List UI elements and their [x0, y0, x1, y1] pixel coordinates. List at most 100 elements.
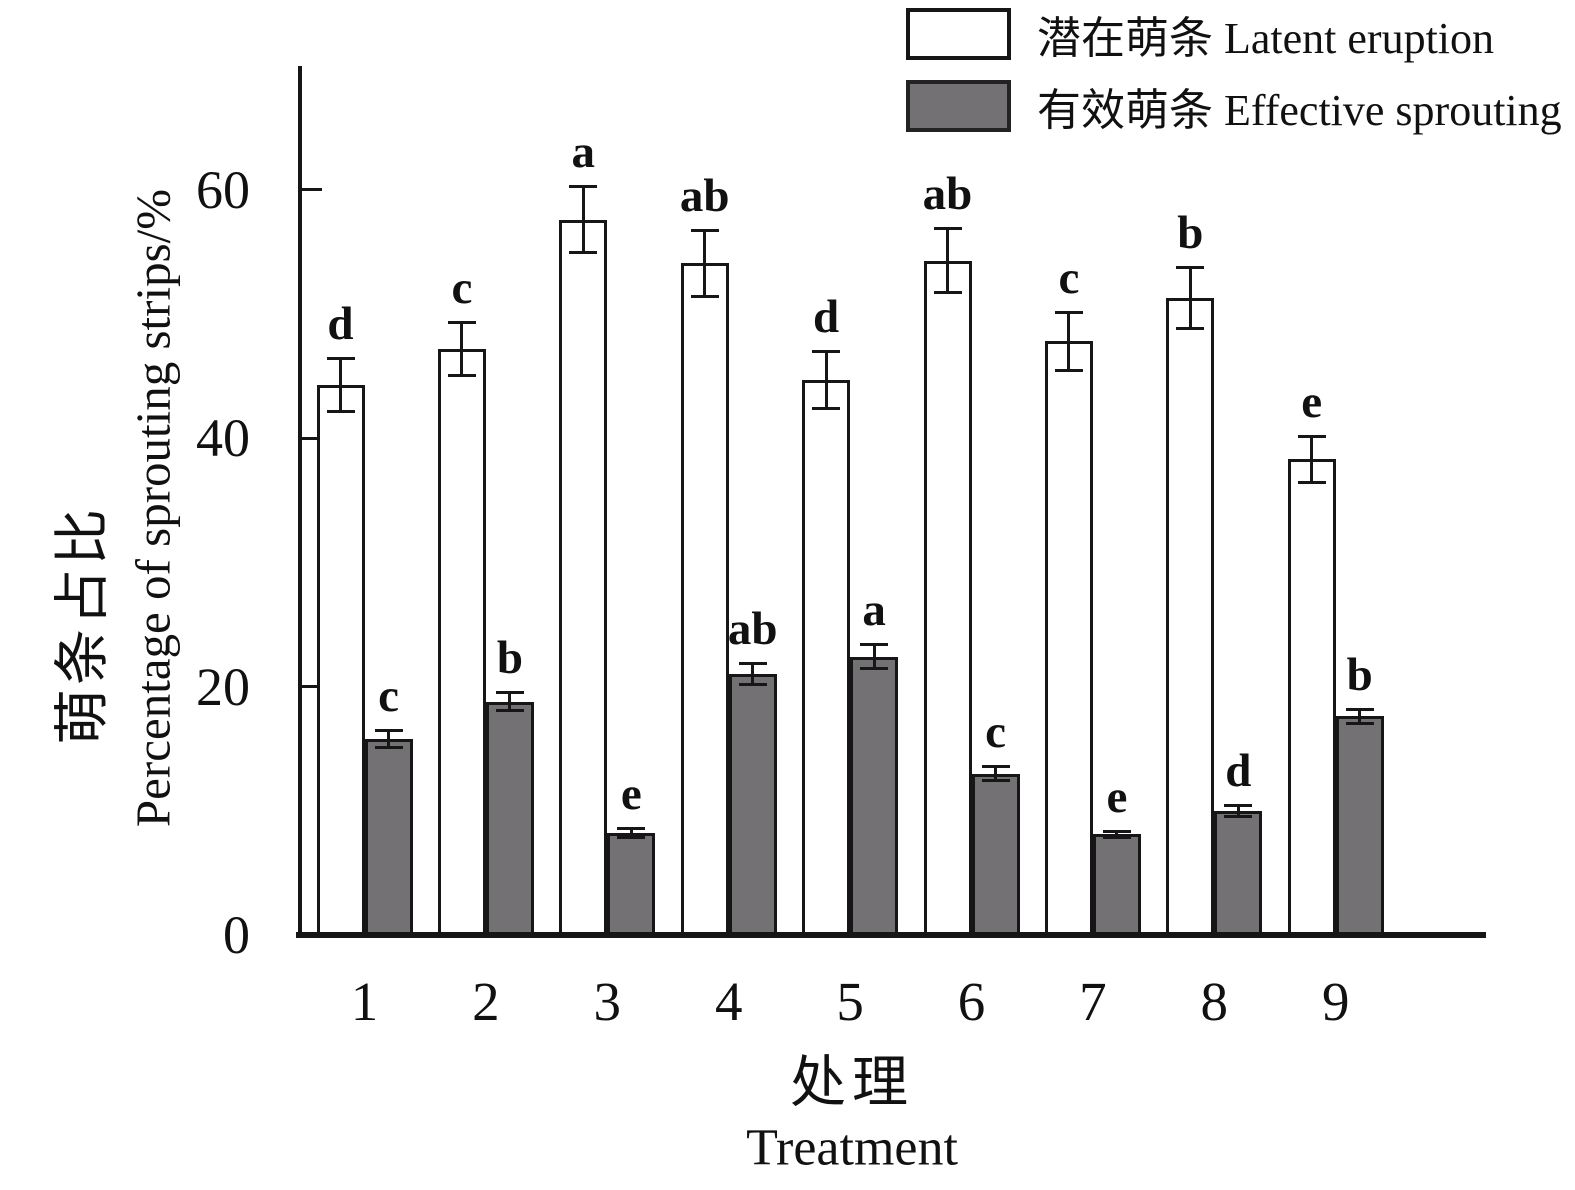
significance-letter-latent-3: a: [571, 126, 596, 179]
bar-effective-9: [1335, 716, 1384, 935]
significance-letter-effective-8: d: [1225, 744, 1252, 797]
y-axis-title-english: Percentage of sprouting strips/%: [125, 188, 181, 828]
bar-effective-6: [971, 773, 1020, 935]
error-bar-latent-1: [339, 357, 342, 413]
significance-letter-latent-8: b: [1177, 206, 1204, 259]
y-axis-title-chinese: 萌条占比: [52, 505, 115, 745]
error-cap-top-latent-3: [569, 185, 598, 189]
significance-letter-latent-5: d: [813, 291, 840, 344]
y-axis-tick-40: [302, 436, 322, 440]
error-cap-bottom-latent-3: [569, 251, 598, 255]
error-bar-latent-9: [1310, 435, 1314, 483]
significance-letter-effective-4: ab: [727, 603, 778, 656]
error-cap-top-effective-2: [495, 690, 524, 694]
error-cap-bottom-effective-7: [1102, 836, 1131, 840]
error-cap-bottom-latent-2: [447, 374, 476, 378]
x-tick-label-7: 7: [1079, 971, 1107, 1032]
error-bar-effective-2: [508, 691, 512, 712]
significance-letter-latent-1: d: [327, 297, 354, 350]
legend-label-latent-eruption: 潜在萌条 Latent eruption: [1037, 14, 1495, 63]
bar-latent-8: [1166, 298, 1215, 935]
error-cap-bottom-effective-4: [738, 683, 767, 687]
legend-swatch-effective-sprouting: [906, 80, 1011, 132]
error-bar-latent-6: [946, 228, 949, 294]
bar-latent-3: [559, 219, 608, 935]
significance-letter-effective-1: c: [378, 670, 399, 723]
y-tick-label-60: 60: [196, 159, 250, 220]
significance-letter-latent-9: e: [1301, 375, 1323, 428]
error-cap-bottom-latent-8: [1176, 327, 1205, 331]
error-bar-latent-2: [460, 321, 464, 377]
y-axis-tick-60: [302, 188, 322, 192]
bar-effective-5: [850, 656, 899, 935]
error-cap-bottom-latent-1: [326, 410, 355, 414]
error-cap-top-latent-8: [1176, 265, 1205, 269]
error-bar-effective-9: [1358, 709, 1362, 724]
error-cap-top-effective-3: [617, 827, 646, 831]
error-cap-bottom-latent-4: [690, 294, 719, 298]
error-cap-bottom-latent-9: [1297, 481, 1326, 485]
significance-letter-effective-7: e: [1106, 770, 1128, 823]
error-cap-top-latent-4: [690, 228, 719, 232]
y-axis-tick-20: [302, 685, 322, 689]
y-tick-label-0: 0: [223, 905, 250, 965]
bar-effective-3: [607, 833, 656, 935]
error-cap-bottom-latent-6: [933, 291, 962, 295]
legend-item-effective: 有效萌条 Effective sprouting: [906, 74, 1562, 138]
y-tick-label-40: 40: [196, 408, 250, 469]
bar-latent-1: [316, 384, 365, 935]
y-axis-line: [298, 66, 302, 937]
x-tick-label-6: 6: [957, 971, 986, 1032]
bar-effective-7: [1092, 834, 1141, 935]
x-axis-line: [296, 932, 1486, 938]
bar-latent-5: [802, 379, 851, 935]
error-cap-top-effective-4: [738, 662, 767, 666]
error-cap-top-latent-6: [933, 227, 962, 231]
error-cap-bottom-effective-1: [374, 745, 403, 749]
x-tick-label-1: 1: [350, 971, 379, 1032]
error-bar-latent-8: [1188, 266, 1192, 330]
bar-effective-4: [728, 674, 777, 935]
legend-swatch-latent-eruption: [906, 8, 1011, 60]
error-bar-effective-4: [751, 663, 755, 686]
x-axis-title-chinese: 处理: [790, 1052, 914, 1115]
error-cap-bottom-effective-6: [981, 779, 1010, 783]
error-cap-top-effective-5: [860, 643, 889, 647]
error-bar-latent-5: [824, 351, 828, 409]
legend-label-effective-sprouting: 有效萌条 Effective sprouting: [1037, 86, 1562, 135]
error-cap-top-effective-9: [1345, 708, 1374, 711]
error-cap-top-latent-7: [1054, 310, 1083, 314]
error-bar-effective-5: [872, 644, 876, 670]
error-cap-bottom-latent-5: [812, 406, 841, 410]
error-cap-top-effective-7: [1102, 829, 1131, 833]
error-bar-effective-3: [629, 828, 633, 839]
error-bar-effective-1: [387, 730, 390, 748]
x-tick-label-4: 4: [714, 971, 743, 1032]
error-bar-effective-8: [1236, 804, 1240, 818]
significance-letter-latent-6: ab: [922, 168, 973, 221]
significance-letter-latent-7: c: [1058, 251, 1080, 304]
error-bar-latent-4: [703, 229, 707, 297]
significance-letter-latent-4: ab: [679, 169, 730, 222]
bar-effective-2: [485, 701, 534, 935]
error-cap-top-latent-1: [326, 356, 355, 360]
bar-latent-4: [680, 263, 729, 935]
significance-letter-effective-6: c: [985, 706, 1006, 759]
error-cap-bottom-latent-7: [1054, 369, 1083, 373]
bar-latent-2: [437, 348, 486, 935]
error-cap-top-latent-2: [447, 320, 476, 324]
significance-letter-effective-5: a: [862, 584, 886, 637]
significance-letter-effective-9: b: [1346, 649, 1373, 701]
x-tick-label-3: 3: [593, 971, 622, 1032]
significance-letter-effective-2: b: [496, 631, 523, 684]
error-bar-latent-7: [1067, 311, 1071, 372]
x-tick-label-2: 2: [472, 971, 500, 1032]
error-cap-top-latent-5: [812, 350, 841, 354]
error-cap-bottom-effective-5: [860, 667, 889, 671]
legend: 潜在萌条 Latent eruption 有效萌条 Effective spro…: [906, 2, 1562, 138]
x-axis-title-english: Treatment: [746, 1119, 958, 1177]
significance-letter-latent-2: c: [451, 261, 473, 314]
significance-letter-effective-3: e: [620, 768, 642, 821]
x-tick-label-9: 9: [1321, 971, 1350, 1032]
